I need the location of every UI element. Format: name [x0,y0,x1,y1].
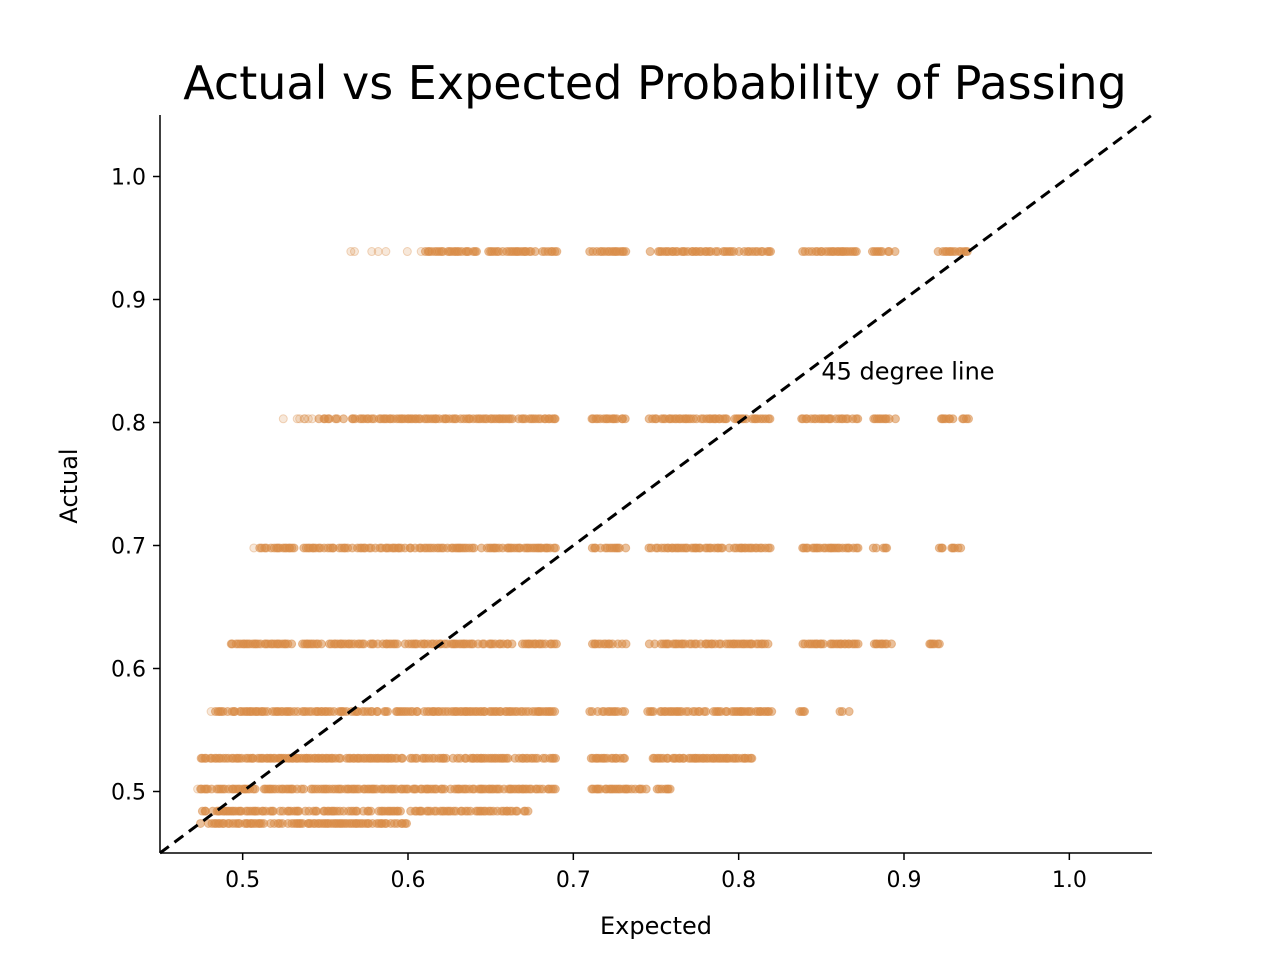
y-axis-ticks: 0.5 0.6 0.7 0.8 0.9 1.0 [111,166,160,806]
scatter-point [292,414,302,424]
scatter-point [767,707,777,717]
scatter-point [948,414,958,424]
scatter-point [552,247,562,257]
scatter-point [890,414,900,424]
scatter-point [289,543,299,553]
scatter-point [551,639,561,649]
y-axis-label: Actual [55,448,83,523]
scatter-point [550,784,560,794]
y-tick-label: 0.8 [111,412,146,437]
scatter-point [472,247,482,257]
annotation-45-degree-line: 45 degree line [821,357,994,385]
scatter-point [934,639,944,649]
scatter-point [303,414,313,424]
scatter-point [701,707,711,717]
scatter-point [250,784,260,794]
scatter-point [299,414,309,424]
scatter-point [766,247,776,257]
scatter-point [395,806,405,816]
y-tick-label: 1.0 [111,166,146,191]
scatter-point [765,543,775,553]
x-axis-ticks: 0.5 0.6 0.7 0.8 0.9 1.0 [225,853,1087,893]
scatter-point [765,414,775,424]
scatter-point [373,247,383,257]
scatter-point [722,414,732,424]
scatter-point [366,806,376,816]
scatter-point [402,818,412,828]
scatter-points [193,247,974,828]
scatter-point [620,753,630,763]
scatter-point [523,806,533,816]
scatter-point [392,639,402,649]
scatter-point [851,247,861,257]
scatter-point [346,247,356,257]
scatter-point [886,639,896,649]
scatter-point [645,247,655,257]
scatter-point [287,639,297,649]
scatter-point [397,753,407,763]
x-tick-label: 0.5 [225,868,260,893]
scatter-point [381,247,391,257]
scatter-point [620,707,630,717]
scatter-point [853,639,863,649]
scatter-point [367,247,377,257]
reference-line-45-degree [159,113,1153,855]
chart-title: Actual vs Expected Probability of Passin… [183,56,1126,110]
scatter-point [300,414,310,424]
scatter-point [853,543,863,553]
scatter-point [890,247,900,257]
y-tick-label: 0.6 [111,658,146,683]
scatter-point [621,247,631,257]
scatter-point [550,414,560,424]
scatter-point [937,543,947,553]
scatter-point [882,543,892,553]
scatter-point [339,414,349,424]
y-tick-label: 0.5 [111,781,146,806]
scatter-point [349,247,359,257]
x-axis-label: Expected [600,912,712,940]
x-tick-label: 1.0 [1052,868,1087,893]
y-tick-label: 0.9 [111,289,146,314]
scatter-point [507,639,517,649]
scatter-point [844,707,854,717]
scatter-point [402,247,412,257]
x-tick-label: 0.9 [887,868,922,893]
scatter-point [550,707,560,717]
scatter-point [278,414,288,424]
y-tick-label: 0.7 [111,535,146,560]
scatter-point [964,414,974,424]
x-tick-label: 0.6 [391,868,426,893]
scatter-point [551,753,561,763]
scatter-point [316,639,326,649]
scatter-point [550,543,560,553]
x-tick-label: 0.8 [721,868,756,893]
scatter-point [295,414,305,424]
scatter-point [665,784,675,794]
scatter-point [641,784,651,794]
scatter-point [621,639,631,649]
scatter-point [469,543,479,553]
scatter-point [800,707,810,717]
scatter-point [763,639,773,649]
scatter-point [621,543,631,553]
scatter-point [853,414,863,424]
scatter-point [956,543,966,553]
scatter-point [383,707,393,717]
x-tick-label: 0.7 [556,868,591,893]
scatter-point [620,414,630,424]
scatter-point [747,753,757,763]
scatter-point [299,784,309,794]
